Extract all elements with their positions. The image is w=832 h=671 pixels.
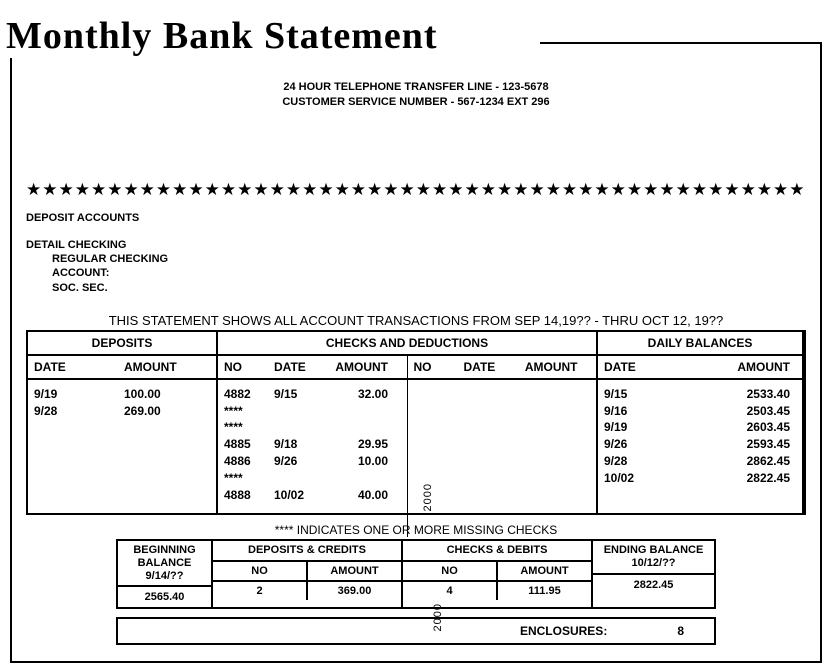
table-row: 9/162503.45 <box>604 403 796 420</box>
daily-head-amount: AMOUNT <box>684 360 796 374</box>
account-block: DETAIL CHECKING REGULAR CHECKING ACCOUNT… <box>26 238 806 295</box>
ending-balance-label: ENDING BALANCE <box>604 544 704 556</box>
enclosures-label: ENCLOSURES: <box>520 624 607 638</box>
deposits-column: DEPOSITS DATE AMOUNT 9/19100.009/28269.0… <box>28 332 218 514</box>
checks-head-date-2: DATE <box>464 360 524 374</box>
enclosures-bar: ENCLOSURES: 8 <box>116 617 716 645</box>
summary-table: BEGINNING BALANCE 9/14/?? 2565.40 DEPOSI… <box>116 539 716 609</box>
checks-debits-no: 4 <box>403 582 498 600</box>
checks-head-no-2: NO <box>414 360 464 374</box>
table-row: 10/022822.45 <box>604 470 796 487</box>
table-row: 9/19100.00 <box>34 386 210 403</box>
table-row: 9/282862.45 <box>604 453 796 470</box>
checks-column: CHECKS AND DEDUCTIONS NO DATE AMOUNT 488… <box>218 332 598 514</box>
summary-no-label-2: NO <box>403 562 498 580</box>
begin-balance-value: 2565.40 <box>118 587 211 607</box>
account-line-3: ACCOUNT: <box>26 266 806 280</box>
contact-line-2: CUSTOMER SERVICE NUMBER - 567-1234 EXT 2… <box>26 95 806 110</box>
summary-no-label-1: NO <box>213 562 308 580</box>
account-line-1: DETAIL CHECKING <box>26 238 806 252</box>
account-line-4: SOC. SEC. <box>26 281 806 295</box>
page-title: Monthly Bank Statement <box>6 14 442 58</box>
table-row: 488810/0240.00 <box>224 487 401 504</box>
begin-balance-label: BEGINNING BALANCE <box>133 544 195 569</box>
table-row: **** <box>224 403 401 420</box>
checks-debits-amount: 111.95 <box>498 582 591 600</box>
date-range: THIS STATEMENT SHOWS ALL ACCOUNT TRANSAC… <box>26 313 806 328</box>
table-row: **** <box>224 470 401 487</box>
daily-column: DAILY BALANCES DATE AMOUNT 9/152533.409/… <box>598 332 804 514</box>
ending-balance-value: 2822.45 <box>593 575 714 595</box>
table-row: 9/192603.45 <box>604 419 796 436</box>
deposit-accounts-label: DEPOSIT ACCOUNTS <box>26 212 806 224</box>
table-row: 9/28269.00 <box>34 403 210 420</box>
deposits-title: DEPOSITS <box>28 332 216 356</box>
table-row: 48869/2610.00 <box>224 453 401 470</box>
contact-line-1: 24 HOUR TELEPHONE TRANSFER LINE - 123-56… <box>26 80 806 95</box>
checks-head-date: DATE <box>274 360 334 374</box>
deposits-credits-amount: 369.00 <box>308 582 401 600</box>
daily-title: DAILY BALANCES <box>598 332 802 356</box>
table-row: 9/152533.40 <box>604 386 796 403</box>
enclosures-value: 8 <box>677 624 684 638</box>
account-line-2: REGULAR CHECKING <box>26 252 806 266</box>
summary-amount-label-1: AMOUNT <box>308 562 401 580</box>
table-row: **** <box>224 419 401 436</box>
table-row: 48859/1829.95 <box>224 436 401 453</box>
deposits-credits-no: 2 <box>213 582 308 600</box>
statement-frame: Monthly Bank Statement 24 HOUR TELEPHONE… <box>10 42 822 663</box>
begin-balance-date: 9/14/?? <box>146 570 184 582</box>
deposits-credits-label: DEPOSITS & CREDITS <box>213 541 401 562</box>
checks-head-amount-2: AMOUNT <box>524 360 584 374</box>
deposits-head-date: DATE <box>34 360 124 374</box>
transactions-table: DEPOSITS DATE AMOUNT 9/19100.009/28269.0… <box>26 330 806 516</box>
divider-stars: ★★★★★★★★★★★★★★★★★★★★★★★★★★★★★★★★★★★★★★★★… <box>26 180 806 200</box>
checks-head-amount: AMOUNT <box>334 360 394 374</box>
contact-block: 24 HOUR TELEPHONE TRANSFER LINE - 123-56… <box>26 80 806 110</box>
checks-debits-label: CHECKS & DEBITS <box>403 541 591 562</box>
watermark-1: 2000 <box>422 483 434 511</box>
summary-amount-label-2: AMOUNT <box>498 562 591 580</box>
table-row: 48829/1532.00 <box>224 386 401 403</box>
ending-balance-date: 10/12/?? <box>631 557 675 569</box>
daily-head-date: DATE <box>604 360 684 374</box>
table-row: 9/262593.45 <box>604 436 796 453</box>
checks-head-no: NO <box>224 360 274 374</box>
checks-title: CHECKS AND DEDUCTIONS <box>218 332 596 356</box>
deposits-head-amount: AMOUNT <box>124 360 204 374</box>
